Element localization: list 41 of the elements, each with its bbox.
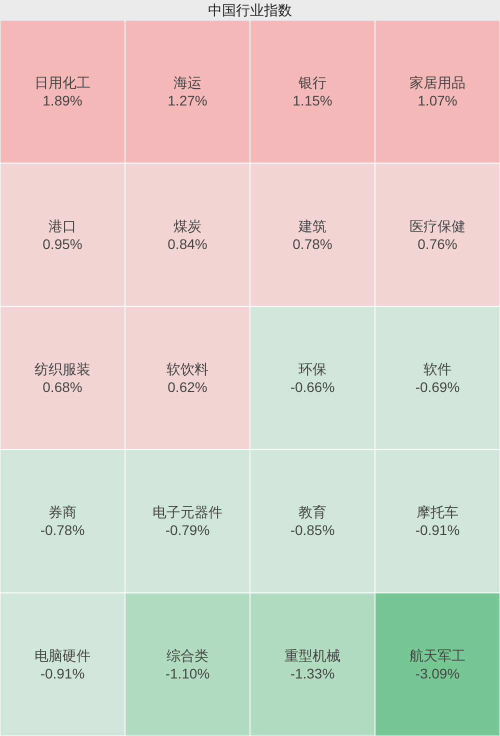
category-label: 煤炭 [174, 218, 202, 234]
data-label: 0.62% [168, 379, 208, 395]
data-label: -0.85% [290, 522, 335, 538]
category-label: 建筑 [298, 218, 326, 234]
category-label: 电脑硬件 [34, 647, 90, 664]
data-label: -0.66% [290, 379, 335, 395]
category-label: 港口 [48, 218, 76, 234]
title: 中国行业指数 [208, 2, 292, 18]
category-label: 日用化工 [34, 74, 90, 91]
data-label: 0.78% [292, 236, 332, 252]
category-label: 家居用品 [410, 74, 466, 91]
data-label: 1.89% [42, 92, 82, 109]
data-label: -3.09% [415, 665, 460, 682]
category-label: 纺织服装 [34, 361, 90, 377]
category-label: 电子元器件 [152, 504, 222, 520]
category-label: 银行 [298, 74, 326, 91]
data-label: -1.33% [290, 665, 335, 682]
category-label: 券商 [48, 504, 76, 520]
category-label: 教育 [298, 504, 326, 520]
category-label: 软件 [424, 361, 452, 377]
data-label: 1.27% [168, 92, 208, 109]
data-label: -1.10% [165, 665, 210, 682]
data-label: -0.78% [40, 522, 85, 538]
data-label: -0.79% [165, 522, 210, 538]
data-label: 0.95% [42, 236, 82, 252]
data-label: 0.76% [418, 236, 458, 252]
category-label: 海运 [174, 74, 202, 91]
data-label: 1.07% [418, 92, 458, 109]
data-label: -0.91% [40, 665, 85, 682]
category-label: 医疗保健 [410, 218, 466, 234]
data-label: -0.91% [415, 522, 460, 538]
data-label: 0.84% [168, 236, 208, 252]
category-label: 航天军工 [410, 647, 466, 664]
category-label: 环保 [298, 361, 326, 377]
data-label: 1.15% [292, 92, 332, 109]
data-label: -0.69% [415, 379, 460, 395]
category-label: 软饮料 [166, 361, 208, 377]
data-label: 0.68% [42, 379, 82, 395]
category-label: 综合类 [166, 647, 208, 664]
category-label: 摩托车 [416, 504, 458, 520]
category-label: 重型机械 [284, 647, 340, 664]
